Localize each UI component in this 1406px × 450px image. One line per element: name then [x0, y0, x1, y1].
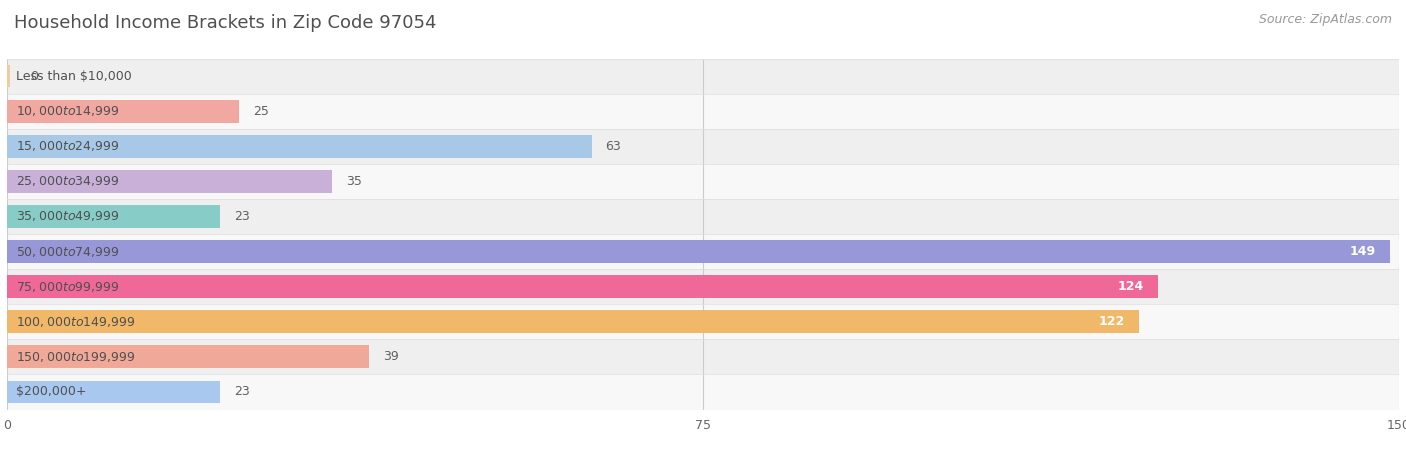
Text: 124: 124: [1118, 280, 1144, 293]
Text: 63: 63: [606, 140, 621, 153]
Bar: [7, 94, 1399, 129]
Text: $50,000 to $74,999: $50,000 to $74,999: [17, 244, 120, 259]
Text: 0: 0: [31, 70, 38, 82]
Text: 39: 39: [382, 351, 399, 363]
Text: 122: 122: [1099, 315, 1125, 328]
Text: Source: ZipAtlas.com: Source: ZipAtlas.com: [1258, 14, 1392, 27]
Text: Less than $10,000: Less than $10,000: [17, 70, 132, 82]
Text: $10,000 to $14,999: $10,000 to $14,999: [17, 104, 120, 118]
Text: 25: 25: [253, 105, 269, 117]
Text: $25,000 to $34,999: $25,000 to $34,999: [17, 174, 120, 189]
Bar: [7, 164, 1399, 199]
Bar: [7, 65, 10, 87]
Bar: [7, 135, 592, 158]
Bar: [7, 205, 221, 228]
Text: $200,000+: $200,000+: [17, 386, 87, 398]
Bar: [7, 339, 1399, 374]
Bar: [7, 269, 1399, 304]
Bar: [7, 240, 1389, 263]
Text: $15,000 to $24,999: $15,000 to $24,999: [17, 139, 120, 153]
Bar: [7, 346, 368, 368]
Bar: [7, 170, 332, 193]
Text: 23: 23: [235, 210, 250, 223]
Text: 23: 23: [235, 386, 250, 398]
Text: $75,000 to $99,999: $75,000 to $99,999: [17, 279, 120, 294]
Bar: [7, 374, 1399, 410]
Text: $35,000 to $49,999: $35,000 to $49,999: [17, 209, 120, 224]
Bar: [7, 310, 1139, 333]
Text: 35: 35: [346, 175, 361, 188]
Bar: [7, 381, 221, 403]
Bar: [7, 199, 1399, 234]
Bar: [7, 304, 1399, 339]
Bar: [7, 275, 1157, 298]
Bar: [7, 234, 1399, 269]
Text: 149: 149: [1350, 245, 1375, 258]
Bar: [7, 129, 1399, 164]
Bar: [7, 58, 1399, 94]
Bar: [7, 100, 239, 122]
Text: Household Income Brackets in Zip Code 97054: Household Income Brackets in Zip Code 97…: [14, 14, 436, 32]
Text: $100,000 to $149,999: $100,000 to $149,999: [17, 315, 136, 329]
Text: $150,000 to $199,999: $150,000 to $199,999: [17, 350, 136, 364]
